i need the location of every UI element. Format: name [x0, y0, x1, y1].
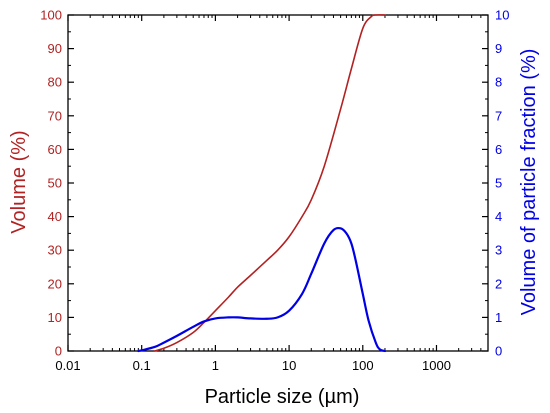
y-left-axis-title: Volume (%): [8, 130, 30, 233]
y-right-tick-label: 7: [495, 108, 502, 123]
plot-area: 0.01 0.1 1 10 100 100001020304050607080901000…: [40, 8, 509, 374]
y-left-tick-label: 0: [55, 344, 62, 359]
y-left-tick-label: 70: [48, 108, 62, 123]
x-tick-label: 0.1: [133, 358, 151, 373]
x-tick-label: 1: [212, 358, 219, 373]
y-left-tick-label: 60: [48, 142, 62, 157]
y-right-tick-label: 6: [495, 142, 502, 157]
y-right-tick-label: 3: [495, 243, 502, 258]
y-right-tick-label: 9: [495, 41, 502, 56]
y-left-tick-label: 20: [48, 276, 62, 291]
x-tick-label: 10: [282, 358, 296, 373]
fraction-volume-line: [137, 226, 387, 353]
y-left-tick-label: 30: [48, 243, 62, 258]
y-right-tick-label: 4: [495, 209, 502, 224]
y-left-tick-label: 10: [48, 310, 62, 325]
cumulative-volume-line: [153, 14, 386, 352]
y-left-tick-label: 100: [40, 8, 62, 23]
y-right-axis-title: Volume of particle fraction (%): [518, 49, 540, 316]
y-left-tick-label: 50: [48, 176, 62, 191]
y-right-tick-label: 1: [495, 310, 502, 325]
y-right-tick-label: 0: [495, 344, 502, 359]
y-right-tick-label: 2: [495, 276, 502, 291]
y-left-tick-label: 40: [48, 209, 62, 224]
x-tick-label: 0.01: [55, 358, 80, 373]
y-right-tick-label: 5: [495, 176, 502, 191]
y-right-tick-label: 10: [495, 8, 509, 23]
plot-frame: [67, 14, 489, 352]
x-axis-title: Particle size (µm): [205, 386, 360, 408]
y-left-tick-label: 90: [48, 41, 62, 56]
y-left-tick-label: 80: [48, 75, 62, 90]
x-tick-label: 100: [352, 358, 374, 373]
y-right-tick-label: 8: [495, 75, 502, 90]
x-tick-label: 1000: [422, 358, 451, 373]
